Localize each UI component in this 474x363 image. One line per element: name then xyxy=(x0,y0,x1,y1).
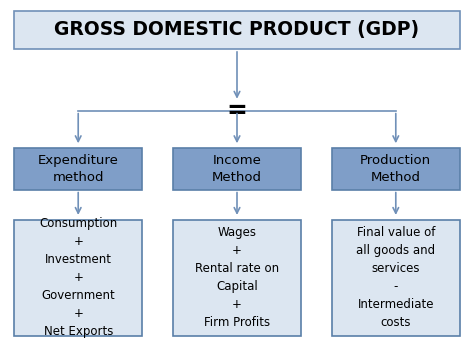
FancyBboxPatch shape xyxy=(332,220,460,336)
FancyBboxPatch shape xyxy=(173,148,301,189)
Text: Final value of
all goods and
services
-
Intermediate
costs: Final value of all goods and services - … xyxy=(356,226,435,329)
FancyBboxPatch shape xyxy=(332,148,460,189)
Text: Production
Method: Production Method xyxy=(360,154,431,184)
FancyBboxPatch shape xyxy=(14,11,460,49)
Text: Wages
+
Rental rate on
Capital
+
Firm Profits: Wages + Rental rate on Capital + Firm Pr… xyxy=(195,226,279,329)
Text: GROSS DOMESTIC PRODUCT (GDP): GROSS DOMESTIC PRODUCT (GDP) xyxy=(55,20,419,40)
FancyBboxPatch shape xyxy=(14,148,142,189)
Text: Expenditure
method: Expenditure method xyxy=(38,154,118,184)
Text: Consumption
+
Investment
+
Government
+
Net Exports: Consumption + Investment + Government + … xyxy=(39,217,118,338)
FancyBboxPatch shape xyxy=(173,220,301,336)
Text: =: = xyxy=(227,99,247,123)
Text: Income
Method: Income Method xyxy=(212,154,262,184)
FancyBboxPatch shape xyxy=(14,220,142,336)
